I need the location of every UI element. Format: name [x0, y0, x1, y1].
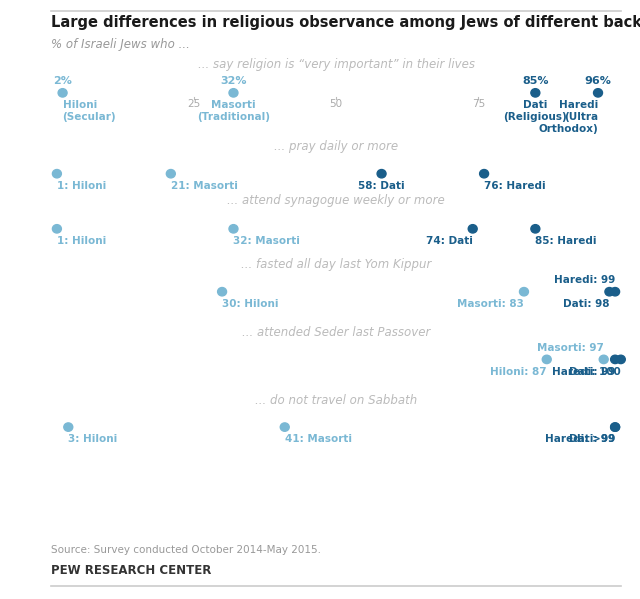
Text: Haredi: 100: Haredi: 100	[552, 367, 621, 377]
Text: Masorti
(Traditional): Masorti (Traditional)	[197, 100, 270, 122]
Text: 1: Hiloni: 1: Hiloni	[57, 236, 106, 246]
Text: 1: Hiloni: 1: Hiloni	[57, 181, 106, 191]
Text: 74: Dati: 74: Dati	[426, 236, 473, 246]
Text: 50: 50	[330, 99, 342, 109]
Text: 32: Masorti: 32: Masorti	[234, 236, 300, 246]
Text: Dati: 99: Dati: 99	[569, 367, 615, 377]
Text: Dati: 98: Dati: 98	[563, 299, 609, 309]
Text: Masorti: 97: Masorti: 97	[537, 343, 604, 353]
Text: Hiloni: 87: Hiloni: 87	[490, 367, 547, 377]
Text: 75: 75	[472, 99, 485, 109]
Text: ... pray daily or more: ... pray daily or more	[274, 140, 398, 153]
Text: 85: Haredi: 85: Haredi	[535, 236, 597, 246]
Text: 32%: 32%	[220, 76, 247, 86]
Text: Dati: 99: Dati: 99	[569, 434, 615, 444]
Text: ... attend synagogue weekly or more: ... attend synagogue weekly or more	[227, 193, 445, 207]
Text: ... fasted all day last Yom Kippur: ... fasted all day last Yom Kippur	[241, 258, 431, 271]
Text: % of Israeli Jews who ...: % of Israeli Jews who ...	[51, 38, 190, 51]
Text: Source: Survey conducted October 2014-May 2015.: Source: Survey conducted October 2014-Ma…	[51, 545, 321, 555]
Text: 2%: 2%	[53, 76, 72, 86]
Text: 21: Masorti: 21: Masorti	[171, 181, 237, 191]
Text: 58: Dati: 58: Dati	[358, 181, 405, 191]
Text: Haredi: >99: Haredi: >99	[545, 434, 615, 444]
Text: ... attended Seder last Passover: ... attended Seder last Passover	[242, 326, 430, 339]
Text: Dati
(Religious): Dati (Religious)	[504, 100, 567, 122]
Text: Hiloni
(Secular): Hiloni (Secular)	[63, 100, 116, 122]
Text: ... say religion is “very important” in their lives: ... say religion is “very important” in …	[198, 58, 474, 71]
Text: 96%: 96%	[584, 76, 611, 86]
Text: 85%: 85%	[522, 76, 548, 86]
Text: 25: 25	[187, 99, 200, 109]
Text: Large differences in religious observance among Jews of different backgrounds: Large differences in religious observanc…	[51, 15, 640, 30]
Text: 41: Masorti: 41: Masorti	[285, 434, 352, 444]
Text: 76: Haredi: 76: Haredi	[484, 181, 546, 191]
Text: ... do not travel on Sabbath: ... do not travel on Sabbath	[255, 394, 417, 407]
Text: Haredi: 99: Haredi: 99	[554, 275, 615, 285]
Text: Masorti: 83: Masorti: 83	[457, 299, 524, 309]
Text: PEW RESEARCH CENTER: PEW RESEARCH CENTER	[51, 564, 212, 577]
Text: 3: Hiloni: 3: Hiloni	[68, 434, 118, 444]
Text: 30: Hiloni: 30: Hiloni	[222, 299, 278, 309]
Text: Haredi
(Ultra
Orthodox): Haredi (Ultra Orthodox)	[538, 100, 598, 134]
